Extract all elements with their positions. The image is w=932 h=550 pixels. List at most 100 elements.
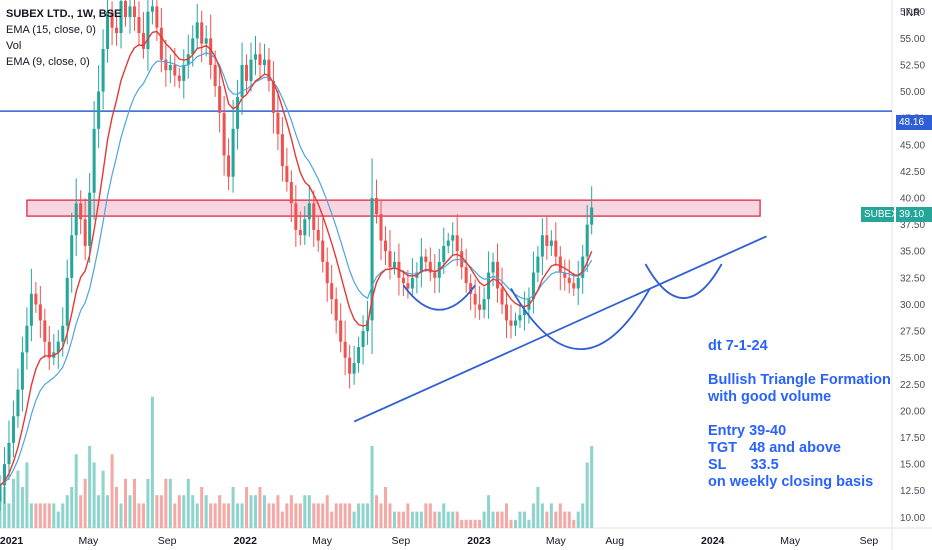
resistance-zone — [26, 199, 761, 217]
candle-body — [249, 59, 253, 81]
candle-body — [442, 245, 446, 262]
candle-body — [482, 299, 486, 310]
volume-bar — [110, 454, 114, 528]
candle-body — [491, 261, 495, 273]
volume-bar — [25, 462, 29, 528]
volume-bar — [182, 495, 186, 528]
candle-body — [330, 283, 334, 300]
candle-body — [370, 198, 374, 321]
candle-body — [581, 256, 585, 278]
volume-bar — [473, 519, 477, 528]
candle-body — [455, 235, 459, 252]
volume-bar — [164, 478, 168, 528]
volume-bar — [70, 487, 74, 528]
volume-bar — [298, 503, 302, 528]
note-line: TGT 48 and above — [708, 440, 841, 456]
volume-bar — [253, 495, 258, 528]
volume-bar — [155, 495, 159, 528]
volume-bar — [312, 503, 316, 528]
volume-bar — [56, 511, 60, 528]
candle-body — [132, 6, 136, 18]
candle-body — [276, 112, 280, 135]
x-tick-label: May — [780, 535, 801, 547]
candle-body — [141, 33, 145, 49]
volume-bar — [469, 519, 473, 528]
volume-bar — [168, 478, 172, 528]
y-tick-label: 35.00 — [900, 247, 925, 258]
candle-body — [200, 22, 204, 44]
candle-body — [271, 80, 275, 113]
volume-bar — [504, 503, 509, 528]
candle-body — [531, 272, 535, 300]
candle-body — [11, 416, 15, 443]
volume-bar — [276, 495, 280, 528]
candle-body — [312, 203, 316, 230]
candle-body — [38, 304, 42, 321]
volume-bar — [563, 511, 567, 528]
candle-body — [146, 11, 150, 49]
candle-body — [267, 59, 271, 81]
y-tick-label: 15.00 — [900, 460, 925, 471]
volume-bar — [540, 503, 544, 528]
candle-body — [549, 240, 553, 246]
candle-body — [410, 277, 414, 289]
candle-body — [101, 48, 105, 92]
candle-body — [61, 325, 65, 342]
candle-body — [74, 203, 78, 236]
candle-body — [16, 389, 20, 417]
volume-bar — [92, 462, 96, 528]
candle-body — [227, 155, 231, 177]
candle-body — [280, 134, 284, 167]
candle-body — [137, 17, 141, 33]
volume-bar — [576, 511, 580, 528]
candle-body — [496, 261, 500, 289]
volume-bar — [361, 503, 365, 528]
x-tick-label: 2023 — [467, 535, 491, 547]
candle-body — [316, 229, 320, 241]
volume-bar — [401, 511, 405, 528]
volume-bar — [262, 495, 266, 528]
candle-body — [29, 293, 33, 326]
candle-body — [218, 86, 222, 113]
candle-body — [343, 341, 347, 358]
x-tick-label: Sep — [392, 535, 411, 547]
volume-bar — [558, 503, 562, 528]
volume-bar — [74, 454, 78, 528]
y-tick-label: 20.00 — [900, 406, 925, 417]
volume-bar — [137, 503, 141, 528]
candle-body — [487, 272, 491, 300]
volume-bar — [460, 519, 464, 528]
volume-bar — [585, 462, 589, 528]
ema15-label: EMA (15, close, 0) — [6, 24, 96, 36]
volume-bar — [11, 478, 15, 528]
candle-body — [406, 283, 410, 289]
volume-bar — [397, 511, 401, 528]
candle-body — [294, 203, 298, 230]
cup-arc — [402, 284, 476, 311]
last-price-tag: 39.10 — [896, 207, 932, 222]
candle-body — [424, 256, 428, 262]
candle-body — [536, 256, 540, 273]
candle-body — [446, 240, 450, 246]
note-line: Entry 39-40 — [708, 423, 787, 439]
volume-bar — [240, 503, 244, 528]
volume-bar — [487, 495, 491, 528]
note-line: SL 33.5 — [708, 457, 779, 473]
volume-bar — [343, 503, 347, 528]
volume-bar — [34, 503, 38, 528]
volume-bar — [52, 503, 56, 528]
candle-body — [7, 442, 11, 465]
candle-body — [348, 357, 352, 374]
volume-bar — [213, 503, 217, 528]
volume-bar — [491, 511, 495, 528]
y-tick-label: 17.50 — [900, 433, 925, 444]
candle-body — [379, 213, 383, 241]
candle-body — [513, 320, 518, 326]
volume-bar — [482, 511, 486, 528]
candle-body — [47, 341, 51, 358]
volume-bar — [374, 495, 379, 528]
candle-body — [25, 325, 29, 353]
volume-bar — [415, 511, 419, 528]
volume-bar — [325, 495, 329, 528]
